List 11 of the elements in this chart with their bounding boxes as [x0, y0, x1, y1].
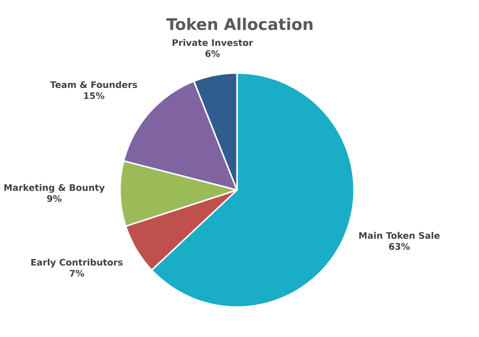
slice-label: Main Token Sale	[359, 232, 440, 239]
data-label: 63%	[389, 243, 410, 250]
data-label: 15%	[84, 92, 104, 100]
slice-label: Early Contributors	[31, 258, 123, 268]
slice-label: Private Investor	[172, 39, 254, 46]
slice-label: Marketing & Bounty	[4, 184, 105, 193]
chart-title: Token Allocation	[166, 18, 312, 30]
data-label: 9%	[47, 195, 62, 202]
data-label: 7%	[70, 270, 84, 277]
slice-label: Team & Founders	[50, 81, 138, 88]
data-label: 6%	[205, 50, 220, 57]
